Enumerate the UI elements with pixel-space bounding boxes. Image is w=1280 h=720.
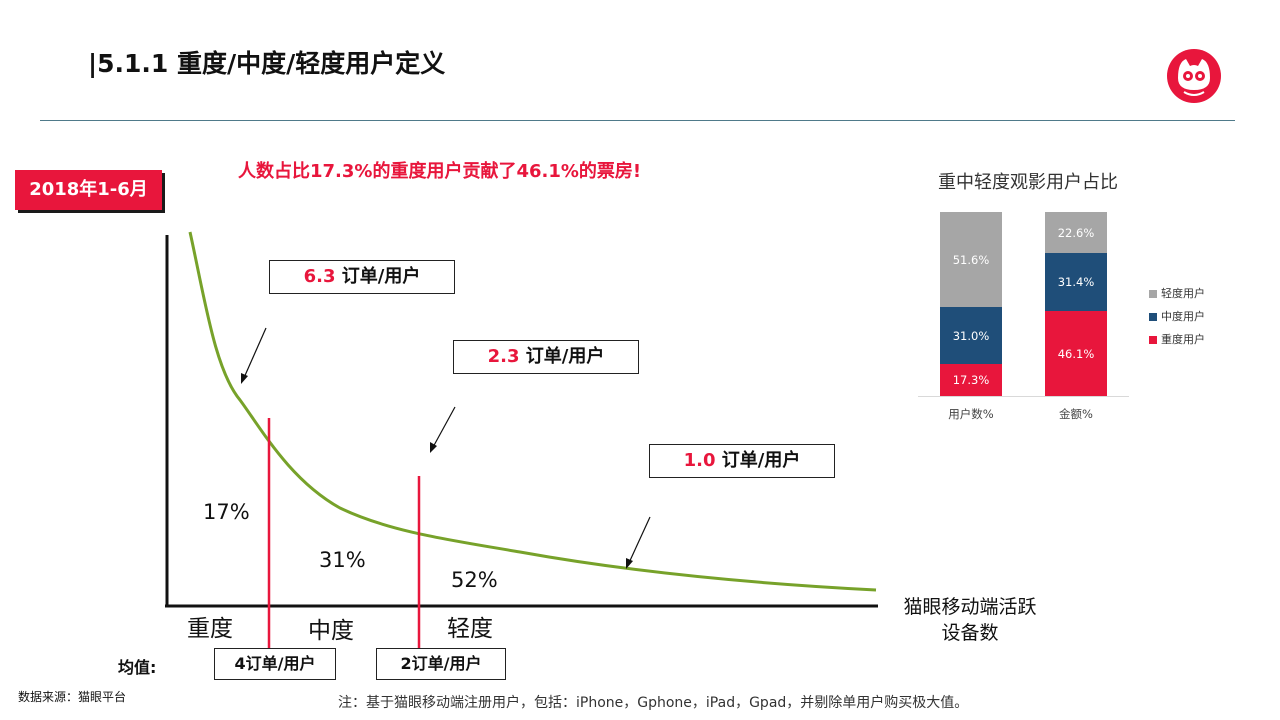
- stacked-bar-chart: 17.3% 31.0% 51.6% 用户数% 46.1% 31.4% 22.6% 金额% 轻度用…: [918, 205, 1218, 435]
- bar-data-label: 31.0%: [952, 328, 990, 343]
- pct-medium: 31%: [319, 548, 366, 572]
- legend-item: 轻度用户: [1149, 285, 1205, 301]
- legend-label: 中度用户: [1161, 310, 1205, 323]
- segment-heavy: 重度: [187, 616, 233, 642]
- mini-x-label: 金额%: [1059, 407, 1093, 421]
- mean-box-medium: 2订单/用户: [376, 648, 506, 680]
- maoyan-cat-logo: [1167, 49, 1221, 103]
- pointer-arrow-2: [431, 406, 456, 450]
- legend-swatch: [1149, 336, 1157, 344]
- callout-light: 1.0 订单/用户: [649, 444, 835, 478]
- bar-data-label: 46.1%: [1057, 346, 1095, 361]
- mini-chart-baseline: [918, 396, 1129, 397]
- legend-label: 重度用户: [1161, 333, 1205, 346]
- bar-segment-1-0: 46.1%: [1045, 311, 1107, 396]
- title-divider: [40, 120, 1235, 121]
- bar-data-label: 22.6%: [1057, 225, 1095, 240]
- mean-box-heavy: 4订单/用户: [214, 648, 336, 680]
- mean-label: 均值:: [118, 658, 157, 677]
- bar-data-label: 31.4%: [1057, 275, 1095, 290]
- pointer-arrow-3: [627, 516, 651, 566]
- page-title: |5.1.1 重度/中度/轻度用户定义: [88, 49, 446, 78]
- footnote: 注：基于猫眼移动端注册用户，包括：iPhone，Gphone，iPad，Gpad…: [338, 695, 969, 711]
- legend-swatch: [1149, 313, 1157, 321]
- pointer-arrow-1: [242, 327, 267, 381]
- date-range-badge: 2018年1-6月: [15, 170, 162, 210]
- legend-item: 中度用户: [1149, 308, 1205, 324]
- x-axis-label: 猫眼移动端活跃 设备数: [903, 596, 1037, 644]
- callout-heavy: 6.3 订单/用户: [269, 260, 455, 294]
- pct-light: 52%: [451, 568, 498, 592]
- bar-segment-0-0: 17.3%: [940, 364, 1002, 396]
- headline: 人数占比17.3%的重度用户贡献了46.1%的票房!: [238, 161, 642, 182]
- segment-medium: 中度: [308, 618, 354, 644]
- legend-label: 轻度用户: [1161, 287, 1205, 300]
- bar-segment-0-1: 31.0%: [940, 307, 1002, 365]
- mini-x-label: 用户数%: [948, 407, 994, 421]
- bar-data-label: 51.6%: [952, 252, 990, 267]
- curve-line: [188, 231, 877, 592]
- data-source: 数据来源：猫眼平台: [18, 690, 127, 704]
- bar-segment-1-1: 31.4%: [1045, 253, 1107, 312]
- bar-segment-0-2: 51.6%: [940, 212, 1002, 308]
- bar-segment-1-2: 22.6%: [1045, 211, 1107, 254]
- pct-heavy: 17%: [203, 500, 250, 524]
- legend-swatch: [1149, 290, 1157, 298]
- mini-chart-title: 重中轻度观影用户占比: [938, 172, 1118, 193]
- bar-data-label: 17.3%: [952, 373, 990, 388]
- legend-item: 重度用户: [1149, 331, 1205, 347]
- callout-medium: 2.3 订单/用户: [453, 340, 639, 374]
- segment-light: 轻度: [447, 616, 493, 642]
